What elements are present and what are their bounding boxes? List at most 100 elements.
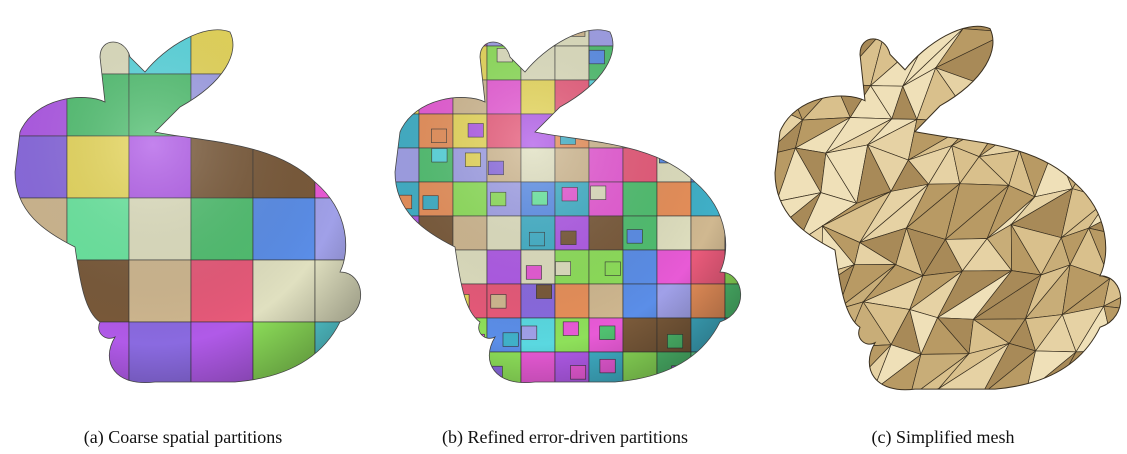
mesh-face bbox=[939, 389, 982, 420]
patch bbox=[5, 384, 67, 446]
patch bbox=[725, 386, 759, 420]
patch bbox=[422, 260, 437, 274]
mesh-face bbox=[836, 0, 864, 36]
patch bbox=[657, 114, 691, 148]
patch bbox=[385, 216, 419, 250]
caption: (c) Simplified mesh bbox=[872, 427, 1015, 448]
patch bbox=[422, 47, 437, 61]
mesh-face bbox=[979, 81, 1029, 117]
shading bbox=[385, 12, 755, 392]
caption: (a) Coarse spatial partitions bbox=[84, 427, 282, 448]
patch bbox=[385, 46, 419, 80]
mesh-face bbox=[1098, 39, 1127, 82]
patch bbox=[315, 384, 377, 446]
shading bbox=[5, 12, 375, 392]
mesh-face bbox=[886, 7, 929, 35]
patch bbox=[725, 12, 759, 46]
mesh-face bbox=[767, 242, 822, 281]
figure: (a) Coarse spatial partitions (b) Refine… bbox=[0, 0, 1127, 454]
patch bbox=[658, 82, 673, 96]
mesh-face bbox=[1098, 82, 1127, 123]
mesh-face bbox=[1098, 42, 1127, 82]
patch bbox=[487, 386, 521, 420]
mesh-face bbox=[755, 311, 784, 341]
patch bbox=[419, 352, 453, 386]
mesh-face bbox=[788, 0, 837, 30]
mesh-face bbox=[771, 2, 805, 35]
patch bbox=[459, 355, 474, 369]
patch bbox=[623, 386, 657, 420]
patch bbox=[740, 95, 755, 109]
patch bbox=[521, 386, 555, 420]
patch bbox=[634, 116, 649, 130]
patch bbox=[657, 46, 691, 80]
patch bbox=[395, 21, 410, 35]
mesh-face bbox=[974, 83, 1006, 122]
mesh-face bbox=[1114, 310, 1127, 357]
patch bbox=[453, 386, 487, 420]
mesh-face bbox=[802, 342, 845, 384]
patch bbox=[555, 386, 589, 420]
patch bbox=[725, 318, 759, 352]
patch bbox=[736, 152, 751, 166]
mesh-face bbox=[946, 0, 985, 29]
patch bbox=[623, 12, 657, 46]
mesh-face bbox=[1094, 123, 1127, 153]
patch bbox=[385, 12, 419, 46]
patch bbox=[623, 46, 657, 80]
patch bbox=[623, 114, 657, 148]
patch bbox=[657, 80, 691, 114]
patch bbox=[691, 386, 725, 420]
patch bbox=[530, 22, 545, 36]
patch bbox=[315, 74, 377, 136]
mesh-face bbox=[762, 30, 804, 80]
mesh-face bbox=[1093, 379, 1127, 426]
patch bbox=[691, 352, 725, 386]
patch bbox=[315, 12, 377, 74]
mesh-face bbox=[1110, 238, 1127, 282]
patch bbox=[453, 352, 487, 386]
mesh-face bbox=[873, 390, 910, 419]
mesh-face bbox=[1093, 357, 1127, 394]
mesh-face bbox=[840, 390, 873, 436]
patch bbox=[385, 80, 419, 114]
patch bbox=[494, 17, 509, 31]
mesh-face bbox=[764, 384, 815, 438]
patch bbox=[691, 46, 725, 80]
patch bbox=[725, 80, 759, 114]
patch bbox=[400, 82, 415, 96]
patch bbox=[315, 136, 377, 198]
patch bbox=[385, 318, 419, 352]
patch bbox=[691, 114, 725, 148]
patch bbox=[691, 148, 725, 182]
patch bbox=[469, 334, 484, 348]
mesh-face bbox=[896, 397, 931, 425]
mesh-face bbox=[762, 30, 804, 80]
mesh-face bbox=[1055, 123, 1107, 153]
mesh-face bbox=[1106, 82, 1127, 125]
panel-coarse bbox=[5, 12, 377, 446]
patch bbox=[397, 363, 412, 377]
mesh-face bbox=[1009, 0, 1036, 32]
patch bbox=[385, 352, 419, 386]
patch bbox=[419, 250, 453, 284]
mesh-face bbox=[1019, 114, 1079, 151]
mesh-face bbox=[1000, 393, 1036, 426]
patch bbox=[694, 122, 709, 136]
mesh-face bbox=[753, 0, 788, 35]
mesh-face bbox=[968, 395, 1000, 420]
mesh-face bbox=[1036, 0, 1072, 36]
mesh-face bbox=[1061, 379, 1093, 426]
patch bbox=[487, 12, 521, 46]
mesh-face bbox=[1036, 379, 1074, 426]
patch bbox=[385, 284, 419, 318]
mesh-face bbox=[1024, 0, 1053, 29]
patch bbox=[691, 80, 725, 114]
mesh-face bbox=[764, 384, 802, 438]
caption: (b) Refined error-driven partitions bbox=[442, 427, 688, 448]
mesh-face bbox=[1074, 394, 1106, 426]
mesh bbox=[753, 0, 1127, 438]
patch bbox=[419, 284, 453, 318]
mesh-face bbox=[1094, 153, 1127, 199]
mesh-face bbox=[783, 265, 854, 312]
